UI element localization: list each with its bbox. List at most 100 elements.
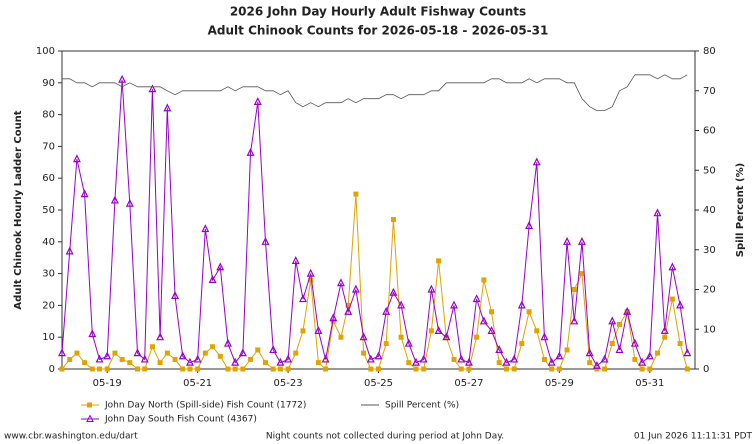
- series-line: [62, 74, 688, 111]
- point: [404, 338, 413, 347]
- point: [208, 275, 217, 284]
- point: [421, 366, 427, 372]
- y-tick-label: 100: [36, 46, 55, 57]
- point: [616, 321, 622, 327]
- point: [345, 302, 351, 308]
- point: [406, 360, 412, 366]
- point: [285, 366, 291, 372]
- y2-tick-label: 30: [703, 245, 716, 256]
- point: [142, 366, 148, 372]
- point: [223, 338, 232, 347]
- series-line: [61, 194, 688, 370]
- point: [647, 366, 653, 372]
- point: [481, 277, 487, 283]
- point: [374, 351, 383, 360]
- point: [361, 350, 367, 356]
- point: [442, 332, 451, 341]
- point: [450, 300, 458, 309]
- y-tick-label: 60: [42, 173, 55, 184]
- point: [248, 356, 254, 362]
- point: [532, 157, 541, 166]
- point: [579, 271, 585, 277]
- point: [669, 296, 675, 302]
- y-tick-label: 70: [42, 141, 55, 152]
- legend-label: Spill Percent (%): [385, 401, 459, 411]
- point: [571, 287, 577, 292]
- point: [225, 366, 231, 372]
- point: [564, 347, 570, 353]
- point: [382, 306, 391, 315]
- point: [541, 356, 547, 362]
- x-tick-label: 05-21: [183, 378, 212, 389]
- point: [261, 236, 270, 245]
- y2-tick-label: 40: [703, 205, 716, 216]
- y-tick-label: 90: [42, 78, 55, 89]
- point: [337, 278, 345, 287]
- y-tick-label: 30: [42, 269, 55, 280]
- point: [577, 236, 586, 245]
- point: [180, 366, 186, 372]
- point: [496, 360, 502, 366]
- point: [231, 357, 240, 366]
- legend-marker: [87, 402, 92, 408]
- point: [80, 189, 89, 198]
- point: [434, 325, 443, 334]
- point: [178, 351, 187, 360]
- y2-tick-label: 70: [703, 86, 716, 97]
- point: [112, 350, 118, 356]
- point: [270, 366, 276, 372]
- point: [315, 360, 321, 366]
- point: [502, 357, 511, 366]
- point: [615, 345, 624, 354]
- point: [632, 356, 638, 362]
- point: [587, 360, 593, 366]
- point: [149, 344, 155, 350]
- point: [653, 208, 662, 217]
- point: [639, 366, 645, 372]
- point: [140, 354, 149, 363]
- point: [457, 354, 466, 363]
- point: [338, 334, 344, 340]
- point: [608, 316, 617, 325]
- point: [510, 354, 519, 363]
- chart-title: 2026 John Day Hourly Adult Fishway Count…: [230, 5, 526, 19]
- point: [534, 328, 540, 334]
- point: [683, 348, 692, 357]
- y-axis-label: Adult Chinook Hourly Ladder Count: [13, 110, 24, 309]
- point: [654, 350, 660, 356]
- point: [82, 360, 88, 366]
- y2-tick-label: 50: [703, 165, 716, 176]
- point: [253, 97, 262, 105]
- legend-label: John Day North (Spill-side) Fish Count (…: [104, 401, 306, 411]
- point: [555, 351, 564, 360]
- point: [676, 300, 685, 309]
- point: [148, 84, 157, 93]
- point: [351, 284, 360, 293]
- point: [585, 348, 594, 357]
- series-line: [61, 79, 688, 367]
- point: [594, 366, 600, 372]
- point: [458, 366, 464, 372]
- point: [630, 338, 639, 347]
- point: [74, 350, 80, 356]
- point: [321, 354, 330, 363]
- point: [487, 325, 496, 334]
- point: [359, 332, 368, 341]
- point: [495, 345, 504, 354]
- y-tick-label: 40: [42, 237, 55, 248]
- point: [58, 348, 66, 357]
- point: [187, 366, 193, 372]
- point: [127, 360, 133, 366]
- point: [59, 366, 65, 372]
- point: [397, 300, 406, 309]
- point: [110, 195, 119, 204]
- point: [466, 366, 472, 372]
- x-tick-label: 05-25: [364, 378, 393, 389]
- point: [172, 356, 178, 362]
- y2-tick-label: 0: [703, 364, 709, 375]
- y2-tick-label: 10: [703, 324, 716, 335]
- y2-axis-label: Spill Percent (%): [735, 163, 746, 257]
- point: [609, 341, 615, 347]
- point: [291, 256, 300, 264]
- y-tick-label: 80: [42, 110, 55, 121]
